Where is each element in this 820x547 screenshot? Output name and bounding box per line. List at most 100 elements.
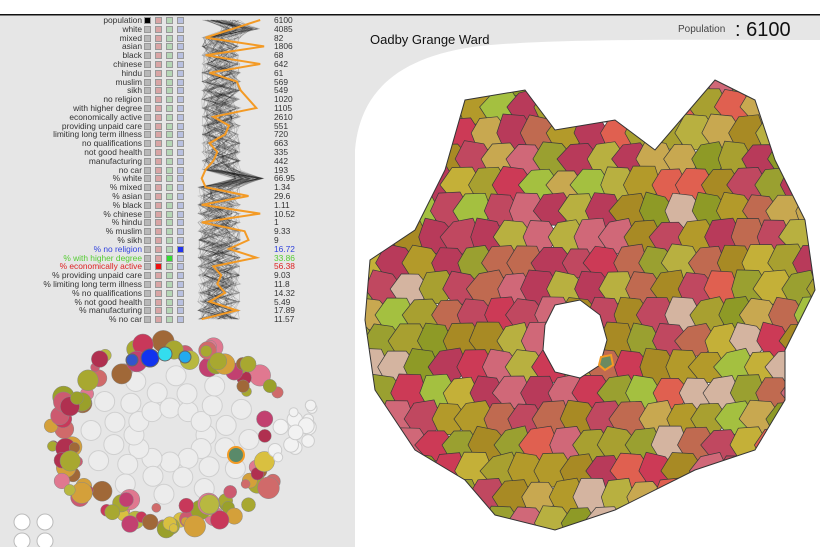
map-ward[interactable] [674,477,714,517]
map-ward[interactable] [809,426,820,463]
map-ward[interactable] [355,218,380,256]
channel-swatch[interactable] [177,201,184,209]
channel-swatch[interactable] [144,17,151,24]
map-ward[interactable] [806,322,820,360]
variable-label[interactable]: manufacturing [88,155,142,166]
channel-swatch[interactable] [177,34,184,42]
map-ward[interactable] [355,192,362,229]
map-ward[interactable] [794,401,820,438]
channel-swatch[interactable] [177,87,184,95]
ward-bubble[interactable] [177,447,199,469]
channel-swatch[interactable] [144,25,151,33]
map-ward[interactable] [636,90,678,125]
channel-swatch[interactable] [177,210,184,218]
channel-swatch[interactable] [144,113,151,121]
variable-label[interactable]: % no qualifications [72,287,142,298]
map-ward[interactable] [790,504,820,538]
ward-bubble[interactable] [59,450,81,472]
ward-bubble[interactable] [241,497,256,512]
channel-swatch[interactable] [177,184,184,192]
channel-swatch[interactable] [155,254,162,262]
map-ward[interactable] [777,62,820,97]
channel-swatch[interactable] [177,52,184,60]
map-ward[interactable] [363,531,403,547]
channel-swatch[interactable] [155,263,162,271]
map-ward[interactable] [796,60,820,72]
map-ward[interactable] [355,247,362,279]
map-ward[interactable] [753,65,792,101]
channel-swatch[interactable] [155,17,162,24]
ward-bubble[interactable] [104,411,126,433]
channel-swatch[interactable] [177,237,184,244]
selected-ward[interactable] [597,353,615,372]
ward-bubble[interactable] [201,395,223,417]
channel-swatch[interactable] [155,219,162,227]
map-ward[interactable] [534,505,575,540]
channel-swatch[interactable] [144,193,151,200]
map-ward[interactable] [752,529,796,547]
ward-bubble[interactable] [176,383,198,405]
ward-bubble[interactable] [240,479,251,489]
map-ward[interactable] [805,63,820,97]
channel-swatch[interactable] [177,263,184,271]
channel-swatch[interactable] [144,254,151,262]
channel-swatch[interactable] [155,201,162,209]
channel-swatch[interactable] [177,157,184,165]
map-ward[interactable] [649,531,689,547]
channel-swatch[interactable] [155,166,162,174]
ward-bubble[interactable] [262,379,277,393]
ward-bubble[interactable] [70,391,84,405]
channel-swatch[interactable] [177,281,184,288]
channel-swatch[interactable] [155,307,162,315]
map-ward[interactable] [805,477,820,515]
channel-swatch[interactable] [166,228,173,236]
map-ward[interactable] [366,479,406,514]
variable-label[interactable]: white [122,23,142,34]
ward-bubble-cloud[interactable] [0,330,355,547]
channel-swatch[interactable] [155,298,162,306]
channel-swatch[interactable] [155,87,162,95]
channel-swatch[interactable] [166,122,173,130]
variable-label[interactable]: with higher degree [73,103,142,113]
map-ward[interactable] [743,60,783,73]
variable-label[interactable]: black [122,50,142,61]
channel-swatch[interactable] [144,237,151,244]
channel-swatch[interactable] [144,210,151,218]
channel-swatch[interactable] [155,272,162,280]
channel-swatch[interactable] [177,25,184,33]
channel-swatch[interactable] [144,228,151,236]
map-ward[interactable] [497,533,536,547]
map-ward[interactable] [536,60,572,74]
channel-swatch[interactable] [166,298,173,306]
map-ward[interactable] [355,113,379,152]
variable-label[interactable]: % mixed [109,182,142,193]
map-ward[interactable] [583,88,623,123]
map-ward[interactable] [796,350,820,386]
channel-swatch[interactable] [177,193,184,200]
map-ward[interactable] [806,272,820,306]
ward-bubble-highlighted[interactable] [178,350,192,364]
channel-swatch[interactable] [144,245,151,253]
channel-swatch[interactable] [155,52,162,60]
channel-swatch[interactable] [166,52,173,60]
map-ward[interactable] [713,504,754,542]
channel-swatch[interactable] [177,17,184,24]
variable-label[interactable]: limiting long term illness [53,129,142,140]
channel-swatch[interactable] [144,289,151,297]
channel-swatch[interactable] [177,254,184,262]
variable-label[interactable]: % black [112,199,142,210]
channel-swatch[interactable] [177,140,184,148]
map-ward[interactable] [417,477,455,514]
map-ward[interactable] [792,143,820,176]
map-ward[interactable] [636,60,679,73]
channel-swatch[interactable] [144,184,151,192]
channel-swatch[interactable] [166,210,173,218]
ward-bubble[interactable] [111,363,133,385]
variable-label[interactable]: providing unpaid care [61,120,142,131]
map-ward[interactable] [377,140,416,176]
channel-swatch[interactable] [144,78,151,86]
map-ward[interactable] [388,63,428,100]
map-ward[interactable] [378,192,418,227]
map-ward[interactable] [355,505,389,541]
map-ward[interactable] [766,451,806,487]
